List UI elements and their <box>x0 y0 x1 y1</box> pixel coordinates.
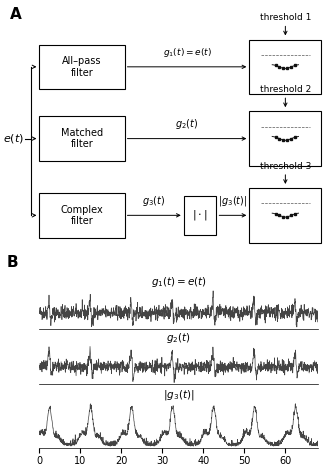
Text: Matched
filter: Matched filter <box>61 128 103 149</box>
FancyBboxPatch shape <box>39 193 125 238</box>
FancyBboxPatch shape <box>249 111 321 166</box>
FancyBboxPatch shape <box>184 196 216 235</box>
Title: $g_2(t)$: $g_2(t)$ <box>166 331 191 345</box>
Text: threshold 3: threshold 3 <box>260 162 311 171</box>
FancyBboxPatch shape <box>249 40 321 94</box>
Text: Complex
filter: Complex filter <box>61 205 103 226</box>
Text: threshold 1: threshold 1 <box>260 13 311 22</box>
Text: $g_1(t) = e(t)$: $g_1(t) = e(t)$ <box>162 46 212 59</box>
Text: B: B <box>7 255 18 270</box>
Text: A: A <box>10 7 22 22</box>
Text: $e(t)$: $e(t)$ <box>3 132 24 145</box>
Text: threshold 2: threshold 2 <box>260 85 311 94</box>
FancyBboxPatch shape <box>39 44 125 89</box>
Title: $|g_3(t)|$: $|g_3(t)|$ <box>163 388 195 402</box>
FancyBboxPatch shape <box>39 116 125 161</box>
Text: $g_2(t)$: $g_2(t)$ <box>175 117 199 131</box>
Text: $|g_3(t)|$: $|g_3(t)|$ <box>218 194 248 208</box>
Text: $|\cdot|$: $|\cdot|$ <box>192 208 208 222</box>
Title: $g_1(t) = e(t)$: $g_1(t) = e(t)$ <box>151 275 207 289</box>
Text: $g_3(t)$: $g_3(t)$ <box>142 194 166 208</box>
FancyBboxPatch shape <box>249 188 321 242</box>
Text: All–pass
filter: All–pass filter <box>62 56 102 78</box>
